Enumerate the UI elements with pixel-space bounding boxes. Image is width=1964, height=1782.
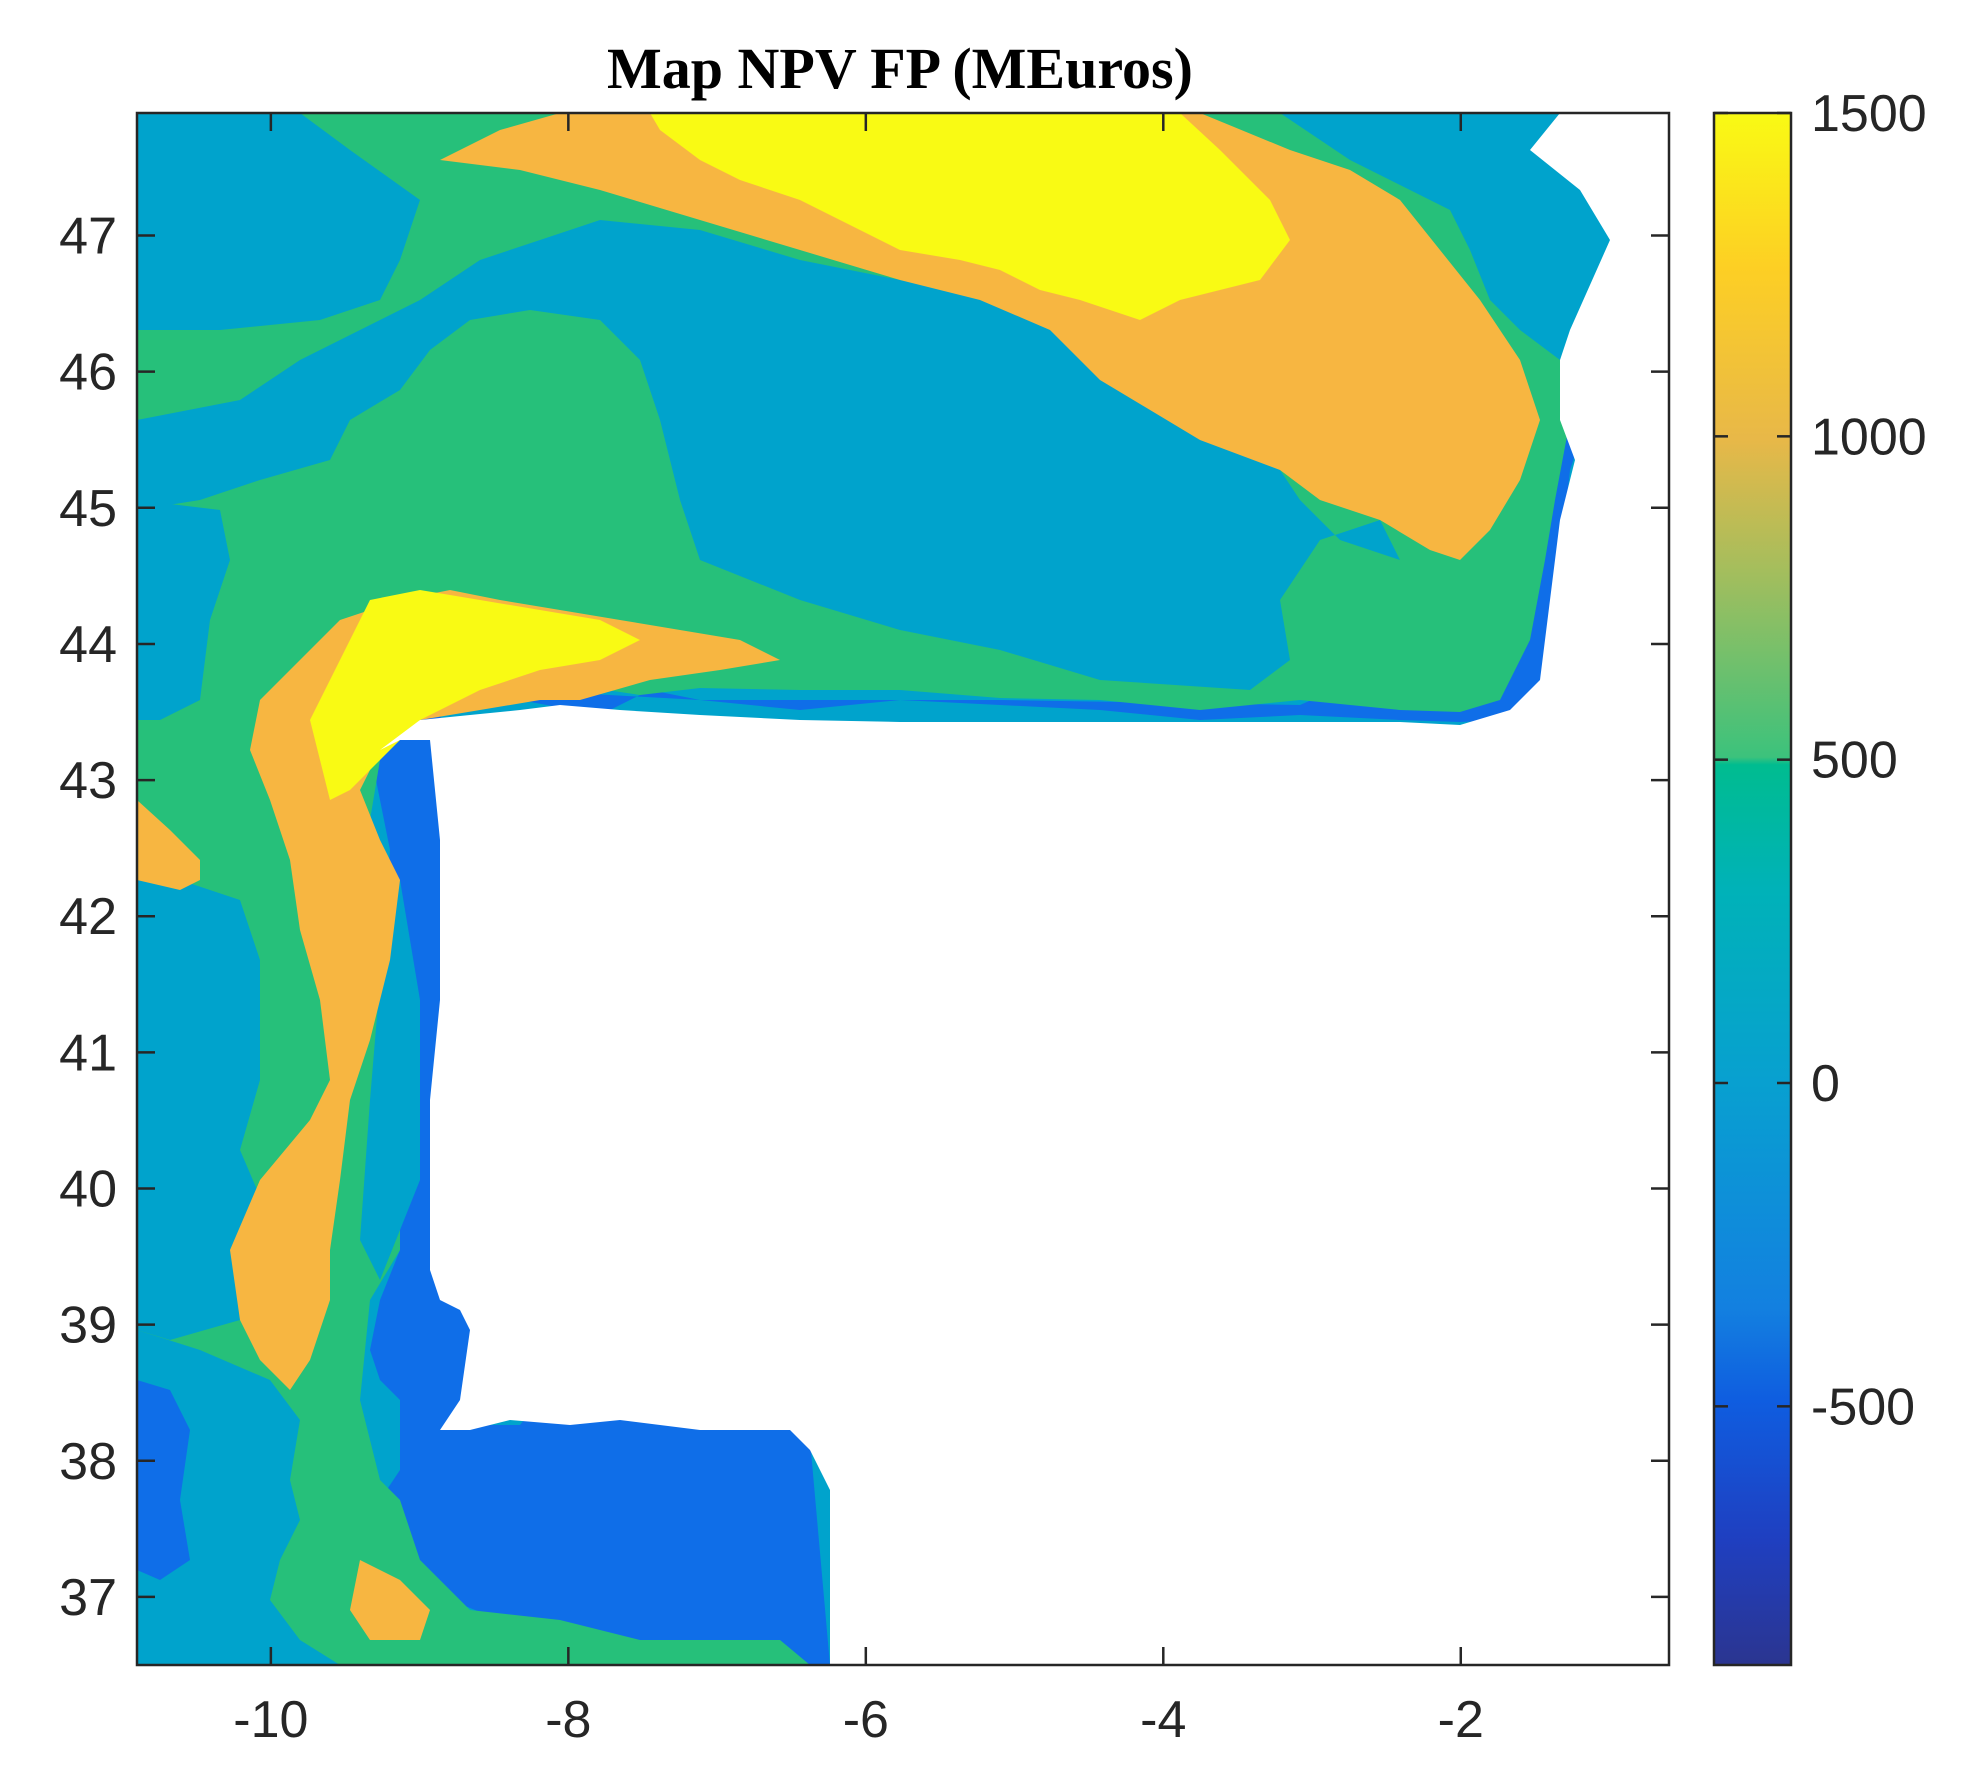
- x-tick-label: -2: [1438, 1691, 1484, 1749]
- colorbar-tick-label: 500: [1811, 732, 1898, 790]
- chart-title: Map NPV FP (MEuros): [607, 36, 1193, 101]
- y-tick-label: 44: [59, 616, 117, 674]
- y-tick-label: 41: [59, 1024, 117, 1082]
- y-tick-label: 40: [59, 1161, 117, 1219]
- contour-region-sea-deep-west-mid: [137, 500, 230, 720]
- plot-area-frame: [135, 111, 1671, 1667]
- y-tick-label: 43: [59, 752, 117, 810]
- y-tick-label: 45: [59, 480, 117, 538]
- contour-region-shelf-patch-west: [137, 800, 200, 890]
- colorbar-tick-label: 1000: [1811, 408, 1927, 466]
- x-tick-label: -8: [545, 1691, 591, 1749]
- contour-region-shelf-arc-northwest: [230, 590, 780, 1390]
- contour-region-sea-fringe-southwest: [137, 1380, 190, 1580]
- colorbar-tick-label: 0: [1811, 1055, 1840, 1113]
- y-tick-label: 37: [59, 1569, 117, 1627]
- contour-region-sea-deep-inner-coast: [360, 840, 420, 1280]
- x-axis: -10 -8 -6 -4 -2: [233, 113, 1484, 1749]
- npv-contour-map: [137, 113, 1669, 1665]
- contour-region-land: [380, 113, 1669, 1665]
- contour-region-high-npv-northwest: [310, 590, 640, 800]
- colorbar-tick-label: -500: [1811, 1378, 1915, 1436]
- y-tick-label: 38: [59, 1433, 117, 1491]
- y-tick-label: 46: [59, 344, 117, 402]
- colorbar-tick-label: 1500: [1811, 85, 1927, 143]
- colorbar-axis: -500 0 500 1000 1500: [1714, 85, 1927, 1436]
- colorbar: [1714, 113, 1791, 1665]
- contour-region-shelf-patch-southwest: [350, 1560, 430, 1640]
- y-tick-label: 39: [59, 1297, 117, 1355]
- contour-region-high-npv-north: [650, 113, 1290, 320]
- contour-region-sea-deep-southwest: [137, 1330, 340, 1665]
- y-tick-label: 47: [59, 208, 117, 266]
- y-tick-label: 42: [59, 888, 117, 946]
- x-tick-label: -6: [843, 1691, 889, 1749]
- x-tick-label: -10: [233, 1691, 308, 1749]
- contour-region-sea-deep-west-upper: [137, 113, 420, 330]
- x-tick-label: -4: [1140, 1691, 1186, 1749]
- y-axis: 37 38 39 40 41 42 43 44 45 46 47: [59, 208, 1669, 1627]
- colorbar-frame: [1712, 111, 1793, 1667]
